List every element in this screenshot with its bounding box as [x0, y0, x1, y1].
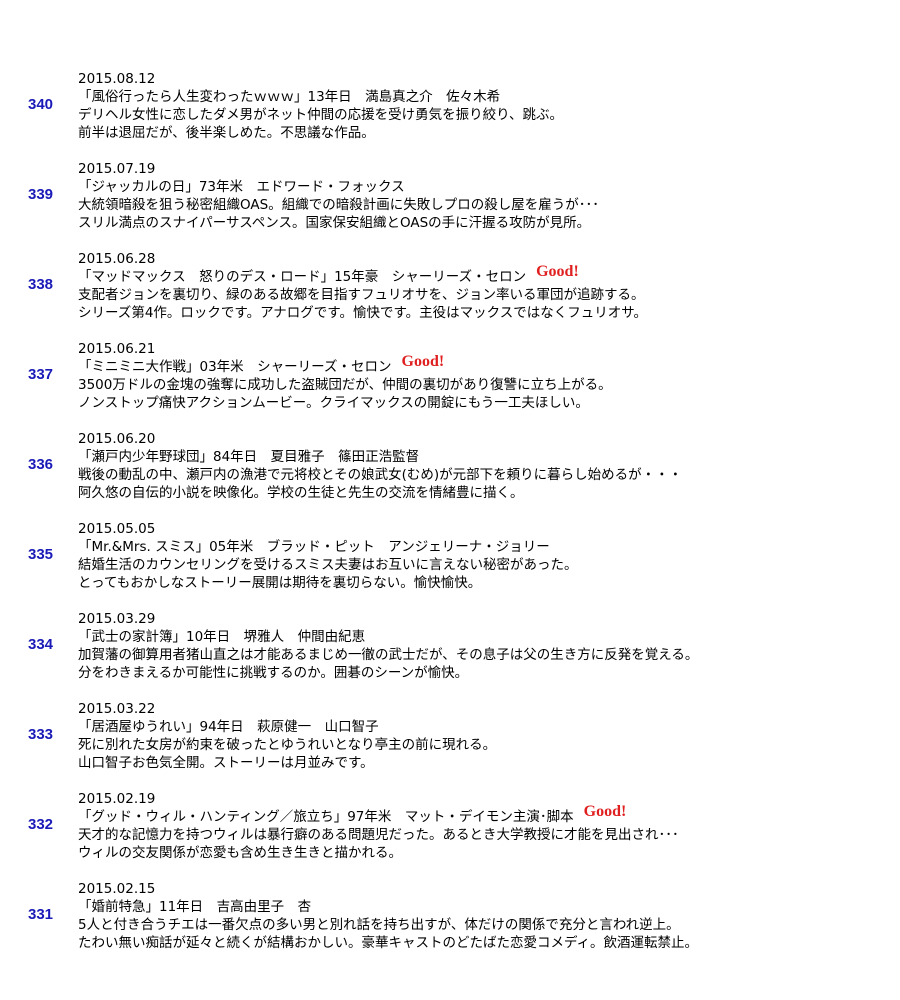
entry-title-line: 「居酒屋ゆうれい」94年日 萩原健一 山口智子	[78, 718, 379, 736]
entry-title: 「ミニミニ大作戦」03年米 シャーリーズ・セロン	[78, 359, 392, 375]
entry-date: 2015.03.29	[78, 611, 156, 627]
entry-date: 2015.06.21	[78, 341, 156, 357]
entry-date: 2015.05.05	[78, 521, 156, 537]
entry-description: 加賀藩の御算用者猪山直之は才能あるまじめ一徹の武士だが、その息子は父の生き方に反…	[78, 647, 699, 663]
entry-title: 「武士の家計簿」10年日 堺雅人 仲間由紀恵	[78, 629, 366, 645]
entry-description: 5人と付き合うチエは一番欠点の多い男と別れ話を持ち出すが、体だけの関係で充分と言…	[78, 917, 680, 933]
entry-description: 戦後の動乱の中、瀬戸内の漁港で元将校とその娘武女(むめ)が元部下を頼りに暮らし始…	[78, 467, 683, 483]
entry: 340 2015.08.12 「風俗行ったら人生変わったｗｗｗ」13年日 満島真之介…	[0, 70, 900, 160]
entry-date: 2015.06.28	[78, 251, 156, 267]
entry: 337 2015.06.21 「ミニミニ大作戦」03年米 シャーリーズ・セロン Goo…	[0, 340, 900, 430]
entry-description: 前半は退屈だが、後半楽しめた。不思議な作品。	[78, 125, 375, 141]
entry-description: 阿久悠の自伝的小説を映像化。学校の生徒と先生の交流を情緒豊に描く。	[78, 485, 524, 501]
entry: 334 2015.03.29 「武士の家計簿」10年日 堺雅人 仲間由紀恵加賀藩の御…	[0, 610, 900, 700]
good-mark: Good!	[536, 263, 579, 280]
entry-description: たわい無い痴話が延々と続くが結構おかしい。豪華キャストのどたばた恋愛コメディ。飲…	[78, 935, 699, 951]
entry-number: 335	[28, 546, 54, 563]
good-mark: Good!	[583, 803, 627, 820]
entry-description: デリヘル女性に恋したダメ男がネット仲間の応援を受け勇気を振り絞り、跳ぶ。	[78, 107, 564, 123]
entry: 332 2015.02.19 「グッド・ウィル・ハンティング／旅立ち」97年米 マッ…	[0, 790, 900, 880]
entry-description: シリーズ第4作。ロックです。アナログです。愉快です。主役はマックスではなくフュリ…	[78, 305, 647, 321]
entry-description: 支配者ジョンを裏切り、緑のある故郷を目指すフュリオサを、ジョン率いる軍団が追跡す…	[78, 287, 645, 303]
entry-description: ノンストップ痛快アクションムービー。クライマックスの開錠にもう一工夫ほしい。	[78, 395, 589, 411]
entry: 331 2015.02.15 「婚前特急」11年日 吉高由里子 杏 5人と付き合うチエ…	[0, 880, 900, 970]
entry-number: 331	[28, 906, 54, 923]
entry-number: 334	[28, 636, 54, 653]
entry-description: 大統領暗殺を狙う秘密組織OAS。組織での暗殺計画に失敗しプロの殺し屋を雇うが･･…	[78, 197, 599, 213]
entry-title: 「居酒屋ゆうれい」94年日 萩原健一 山口智子	[78, 719, 379, 735]
entry-description: 3500万ドルの金塊の強奪に成功した盗賊団だが、仲間の裏切があり復讐に立ち上がる…	[78, 377, 612, 393]
entry-title: 「風俗行ったら人生変わったｗｗｗ」13年日 満島真之介 佐々木希	[78, 89, 501, 105]
entry-description: 死に別れた女房が約束を破ったとゆうれいとなり亭主の前に現れる。	[78, 737, 497, 753]
entry-title: 「婚前特急」11年日 吉高由里子 杏	[78, 899, 312, 915]
entry-description: 天才的な記憶力を持つウィルは暴行癖のある問題児だった。あるとき大学教授に才能を見…	[78, 827, 679, 843]
entry-number: 338	[28, 276, 54, 293]
entry-title: 「グッド・ウィル・ハンティング／旅立ち」97年米 マット・デイモン主演･脚本	[78, 809, 574, 825]
entry-number: 336	[28, 456, 54, 473]
entry-title-line: 「武士の家計簿」10年日 堺雅人 仲間由紀恵	[78, 628, 365, 646]
entry-number: 332	[28, 816, 54, 833]
entry-description: 分をわきまえるか可能性に挑戦するのか。囲碁のシーンが愉快。	[78, 665, 469, 681]
entry-description: 結婚生活のカウンセリングを受けるスミス夫妻はお互いに言えない秘密があった。	[78, 557, 578, 573]
entry-title: 「マッドマックス 怒りのデス・ロード」15年豪 シャーリーズ・セロン	[78, 269, 527, 285]
entry-description: とってもおかしなストーリー展開は期待を裏切らない。愉快愉快。	[78, 575, 482, 591]
entry-description: 山口智子お色気全開。ストーリーは月並みです。	[78, 755, 374, 771]
entry-description: ウィルの交友関係が恋愛も含め生き生きと描かれる。	[78, 845, 402, 861]
entry-date: 2015.02.15	[78, 881, 156, 897]
entry-number: 337	[28, 366, 54, 383]
entry: 335 2015.05.05 「Mr.&Mrs. スミス」05年米 ブラッド・ピット…	[0, 520, 900, 610]
entry-title-line: 「婚前特急」11年日 吉高由里子 杏	[78, 898, 311, 916]
entry: 339 2015.07.19 「ジャッカルの日」73年米 エドワード・フォックス大統…	[0, 160, 900, 250]
entry-description: スリル満点のスナイパーサスペンス。国家保安組織とOASの手に汗握る攻防が見所。	[78, 215, 591, 231]
entry-date: 2015.08.12	[78, 71, 156, 87]
entry-number: 340	[28, 96, 54, 113]
entry-title-line: 「ジャッカルの日」73年米 エドワード・フォックス	[78, 178, 405, 196]
entry-title: 「瀬戸内少年野球団」84年日 夏目雅子 篠田正浩監督	[78, 449, 420, 465]
entry: 338 2015.06.28 「マッドマックス 怒りのデス・ロード」15年豪 シャー…	[0, 250, 900, 340]
entry-title: 「ジャッカルの日」73年米 エドワード・フォックス	[78, 179, 405, 195]
entry-number: 333	[28, 726, 54, 743]
entry: 333 2015.03.22 「居酒屋ゆうれい」94年日 萩原健一 山口智子死に別れ…	[0, 700, 900, 790]
entry-date: 2015.03.22	[78, 701, 156, 717]
entry-date: 2015.07.19	[78, 161, 156, 177]
good-mark: Good!	[401, 353, 445, 370]
entry-title-line: 「グッド・ウィル・ハンティング／旅立ち」97年米 マット・デイモン主演･脚本 Go…	[78, 803, 626, 826]
entry-date: 2015.06.20	[78, 431, 156, 447]
entry-title-line: 「Mr.&Mrs. スミス」05年米 ブラッド・ピット アンジェリーナ・ジョリー	[78, 538, 550, 556]
entry-date: 2015.02.19	[78, 791, 156, 807]
entry-title: 「Mr.&Mrs. スミス」05年米 ブラッド・ピット アンジェリーナ・ジョリー	[78, 539, 550, 555]
entry-title-line: 「マッドマックス 怒りのデス・ロード」15年豪 シャーリーズ・セロン Good!	[78, 263, 579, 286]
entry-title-line: 「風俗行ったら人生変わったｗｗｗ」13年日 満島真之介 佐々木希	[78, 88, 500, 106]
entry-number: 339	[28, 186, 54, 203]
entry-title-line: 「瀬戸内少年野球団」84年日 夏目雅子 篠田正浩監督	[78, 448, 419, 466]
entry-title-line: 「ミニミニ大作戦」03年米 シャーリーズ・セロン Good!	[78, 353, 444, 376]
entry: 336 2015.06.20 「瀬戸内少年野球団」84年日 夏目雅子 篠田正浩監督戦…	[0, 430, 900, 520]
